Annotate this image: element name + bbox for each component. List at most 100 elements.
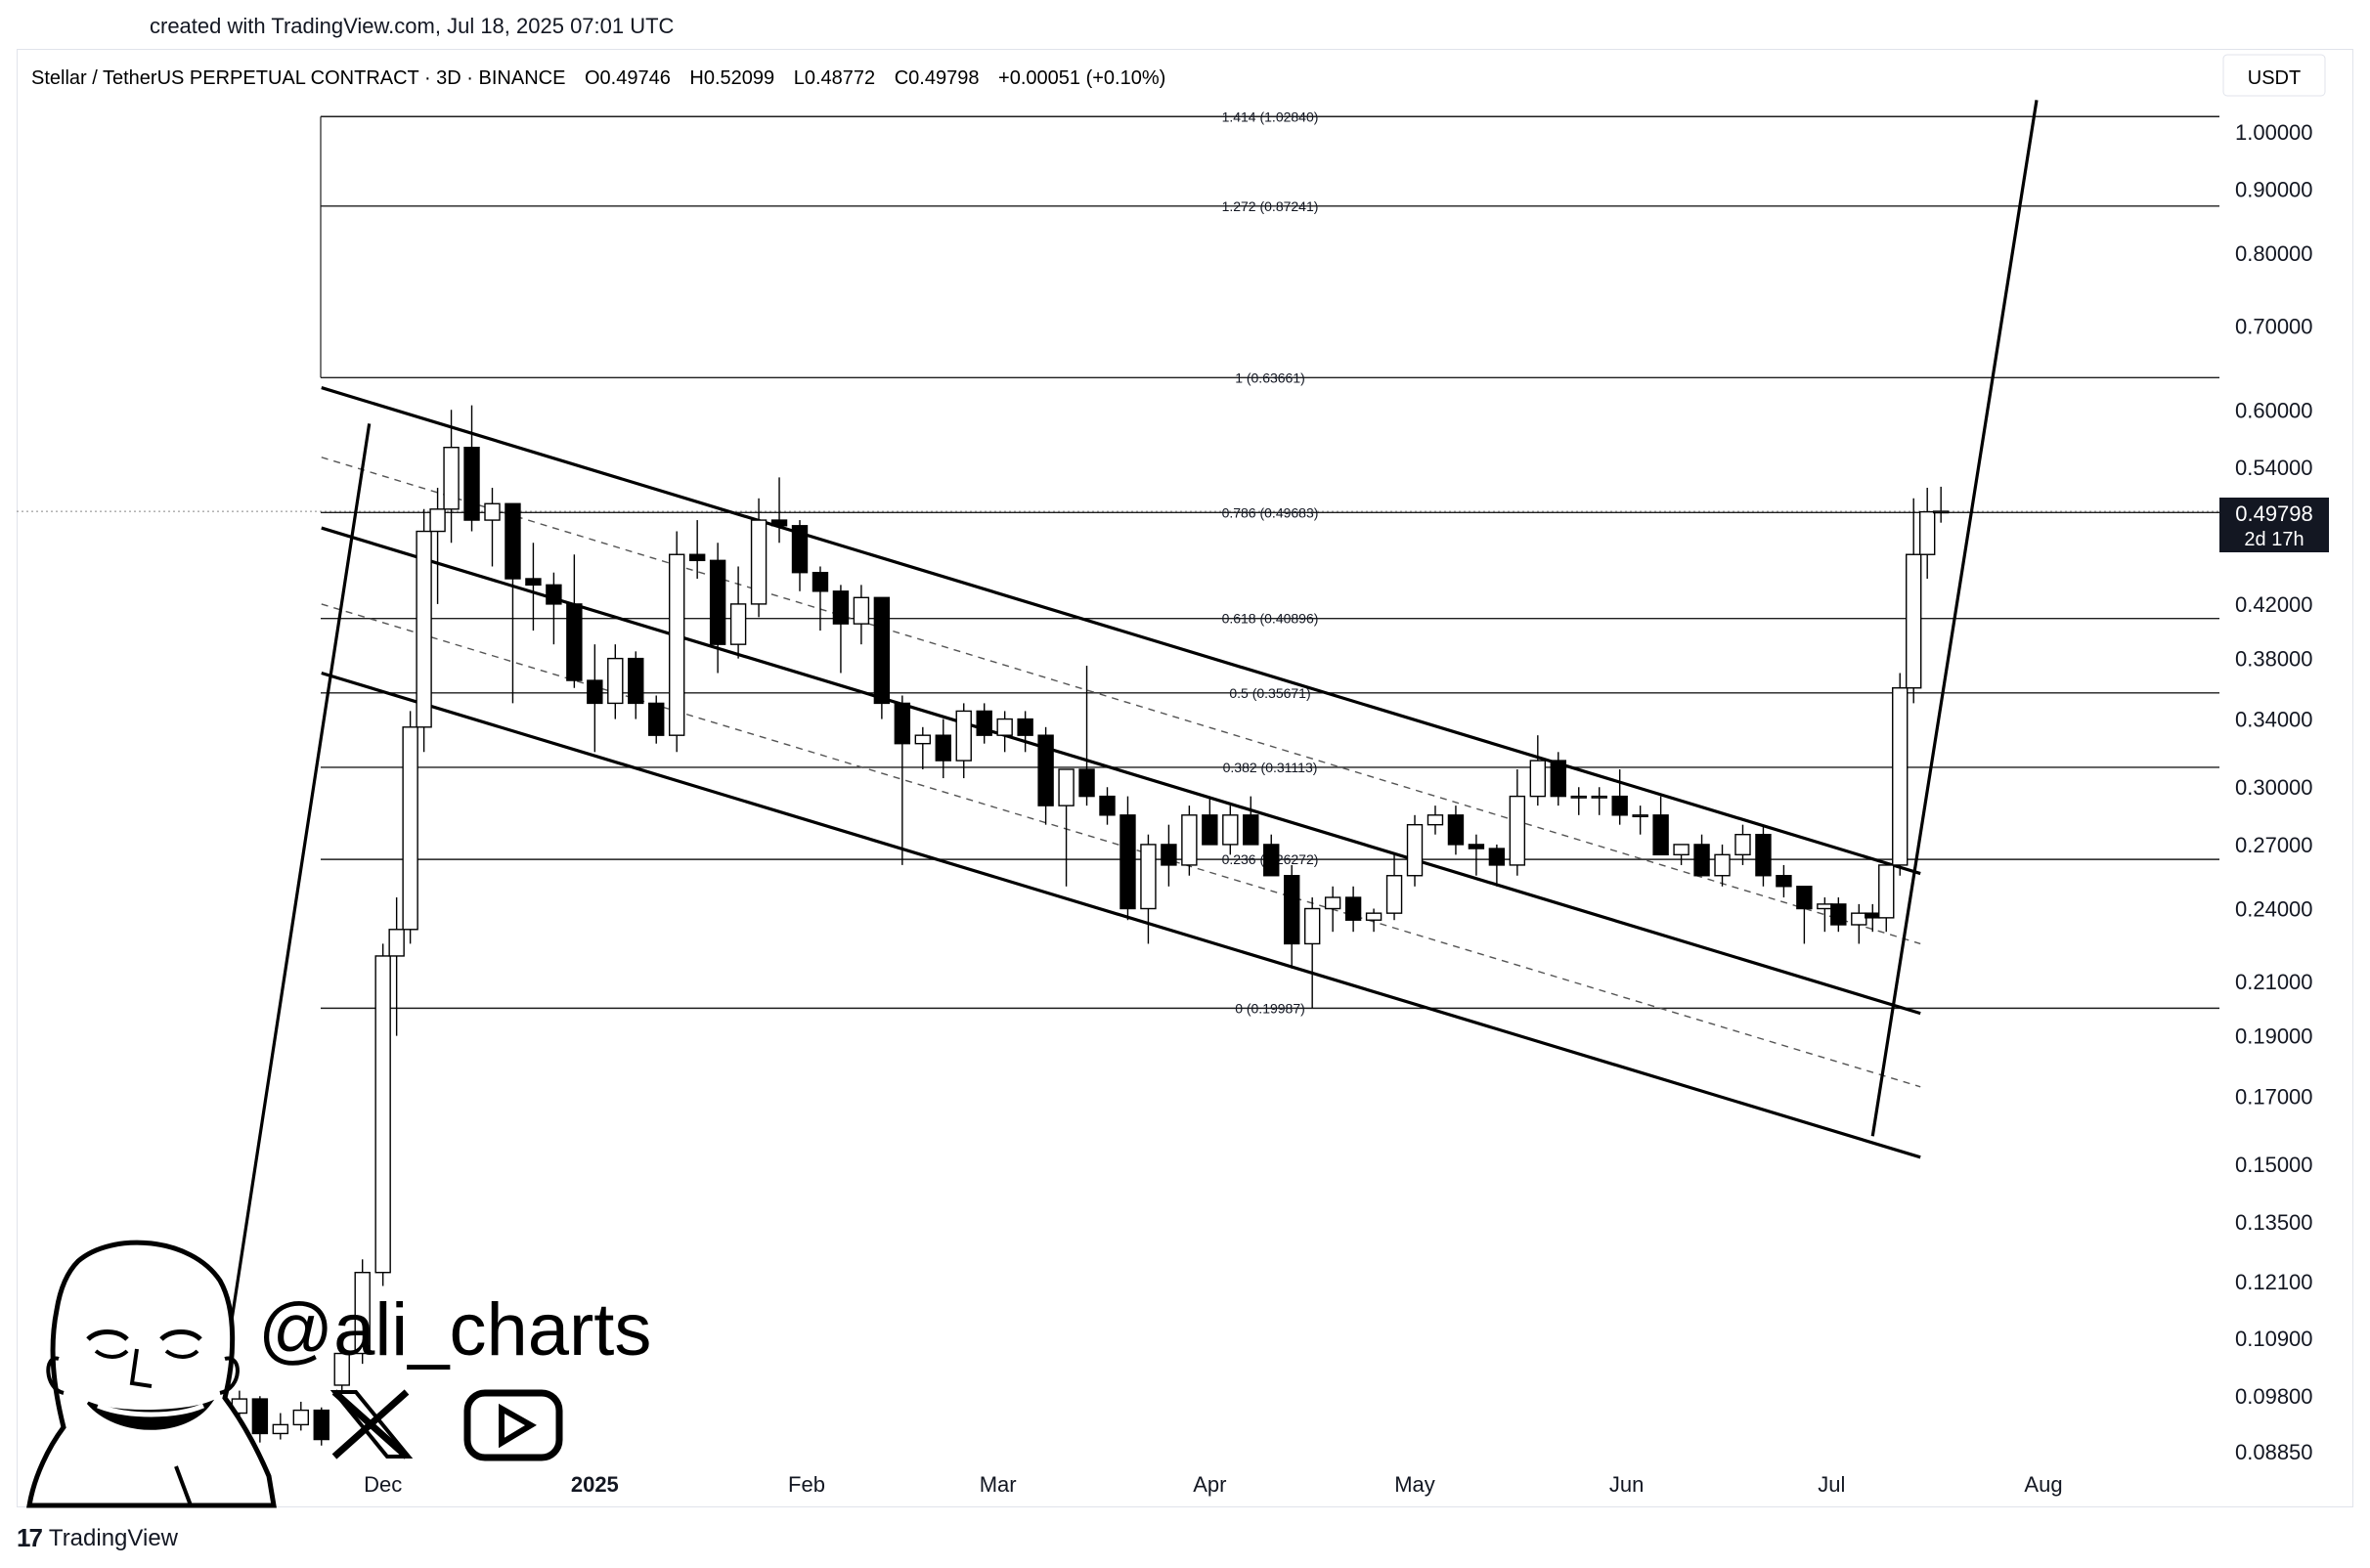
candle-body: [292, 1409, 310, 1426]
candle: [443, 410, 460, 544]
tradingview-logo-icon: 17: [17, 1523, 43, 1552]
candle-body: [1385, 875, 1403, 914]
candle-body: [354, 1272, 371, 1355]
candle: [1017, 711, 1033, 753]
candle: [1099, 787, 1116, 825]
time-axis-tick: Aug: [2024, 1472, 2062, 1497]
candle: [1611, 768, 1628, 825]
candle: [996, 711, 1013, 753]
candle: [607, 644, 624, 719]
candle: [1324, 886, 1341, 933]
ali-charts-watermark: @ali_charts: [26, 1240, 651, 1508]
candle-body: [1906, 553, 1922, 689]
candle: [251, 1396, 269, 1443]
candle-body: [1918, 510, 1936, 555]
price-axis-tick: 0.38000: [2235, 647, 2313, 672]
time-axis-tick: Jun: [1609, 1472, 1644, 1497]
candle: [388, 897, 405, 1036]
current-price-badge: 0.49798 2d 17h: [2219, 498, 2329, 552]
candle-body: [1078, 768, 1095, 798]
trendline: [1870, 100, 2039, 1137]
candle-body: [1509, 795, 1526, 866]
candle: [1830, 897, 1847, 933]
candle: [402, 711, 418, 944]
candle: [750, 498, 768, 618]
candle: [1714, 844, 1731, 887]
candle: [1693, 834, 1710, 877]
candle-body: [1611, 795, 1628, 816]
candle-body: [1570, 795, 1587, 799]
channel-dashed-lower-line: [321, 603, 1921, 1088]
current-price-value: 0.49798: [2235, 501, 2313, 526]
candle: [1509, 768, 1526, 876]
candle-body: [1324, 896, 1341, 910]
candle: [1529, 735, 1547, 806]
candle: [333, 1343, 350, 1394]
candle: [1632, 806, 1648, 835]
price-axis-tick: 0.54000: [2235, 456, 2313, 480]
fib-level-label: 1 (0.63661): [1235, 370, 1305, 385]
candle-body: [1284, 875, 1300, 945]
candle: [1878, 864, 1895, 933]
candle: [272, 1413, 289, 1440]
candle: [1263, 834, 1280, 877]
fib-level-label: 1.272 (0.87241): [1222, 198, 1319, 214]
candle: [832, 585, 850, 674]
candle-body: [914, 734, 932, 745]
candle-body: [463, 447, 480, 521]
candle-body: [333, 1352, 350, 1386]
candle-body: [1652, 814, 1669, 856]
time-axis-tick: Feb: [788, 1472, 825, 1497]
price-axis-tick: 0.09800: [2235, 1384, 2313, 1409]
candle-body: [955, 710, 972, 762]
candle-body: [873, 596, 891, 705]
candle: [935, 719, 951, 779]
candle-body: [505, 502, 521, 580]
candle-body: [1037, 734, 1054, 806]
candle-body: [770, 519, 788, 527]
price-axis-tick: 0.42000: [2235, 592, 2313, 617]
candle-body: [1119, 814, 1136, 910]
candle-body: [1426, 814, 1444, 826]
currency-selector[interactable]: [2222, 54, 2326, 97]
price-axis-tick: 0.15000: [2235, 1153, 2313, 1177]
price-axis-tick: 0.24000: [2235, 896, 2313, 921]
candle: [1243, 796, 1259, 846]
candle: [812, 566, 829, 632]
candle-body: [1865, 912, 1881, 919]
time-axis-tick: Mar: [980, 1472, 1017, 1497]
candle: [976, 703, 992, 744]
candle-body: [607, 657, 624, 705]
candle: [914, 726, 932, 769]
candle: [1385, 854, 1403, 921]
channel-middle-line: [321, 526, 1921, 1016]
chart-frame[interactable]: [17, 49, 2353, 1507]
fib-levels-layer: 1.414 (1.02840) 1.272 (0.87241) 1 (0.63661…: [17, 109, 2219, 1016]
candle-body: [1263, 844, 1280, 877]
price-axis-tick: 0.30000: [2235, 775, 2313, 800]
candle: [1284, 864, 1300, 969]
candle-body: [1529, 760, 1547, 798]
candle-body: [1243, 814, 1259, 846]
candle-body: [812, 571, 829, 592]
candle: [894, 695, 911, 865]
price-axis-tick: 0.27000: [2235, 833, 2313, 857]
candle-body: [1140, 844, 1157, 910]
price-axis-tick: 0.80000: [2235, 241, 2313, 266]
candle: [463, 405, 480, 532]
candle: [1851, 903, 1867, 944]
fib-level-label: 0 (0.19987): [1235, 1000, 1305, 1016]
tradingview-footer-logo[interactable]: 17 TradingView: [17, 1523, 178, 1553]
candle: [668, 531, 685, 753]
candle: [1488, 844, 1506, 887]
candle-body: [1591, 795, 1607, 799]
candle-body: [628, 657, 644, 705]
candle: [1058, 768, 1075, 887]
candle: [1406, 814, 1424, 887]
time-axis-tick: Apr: [1193, 1472, 1226, 1497]
candle-body: [313, 1409, 329, 1441]
price-axis-tick: 0.21000: [2235, 970, 2313, 994]
candle-body: [374, 955, 391, 1274]
candle-body: [416, 530, 432, 728]
